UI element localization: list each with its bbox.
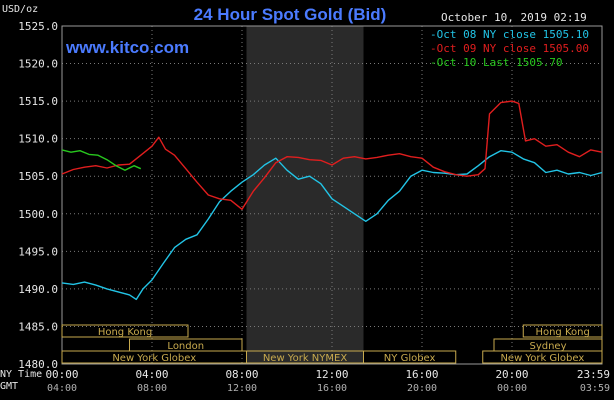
legend-label-oct10: Oct 10 Last 1505.70 [436,56,563,69]
x-tick-label-ny: 12:00 [315,368,348,381]
session-label: Hong Kong [535,327,589,338]
legend-entry-oct09: -Oct 09 NY close 1505.00 [430,42,589,56]
legend-marker-oct09: - [430,42,437,55]
session-label: London [167,341,204,352]
x-tick-label-gmt: 03:59 [580,383,610,394]
x-tick-label-gmt: 04:00 [47,383,77,394]
y-tick-label: 1520.0 [18,58,58,71]
x-tick-label-gmt: 08:00 [137,383,167,394]
legend-entry-oct10: -Oct 10 Last 1505.70 [430,56,589,70]
x-tick-label-gmt: 00:00 [497,383,527,394]
x-tick-label-gmt: 16:00 [317,383,347,394]
y-tick-label: 1505.0 [18,170,58,183]
session-label: NY Globex [384,353,436,364]
y-tick-label: 1500.0 [18,208,58,221]
x-tick-label-ny: 08:00 [225,368,258,381]
x-tick-label-ny: 20:00 [495,368,528,381]
x-tick-label-gmt: 12:00 [227,383,257,394]
y-tick-label: 1495.0 [18,245,58,258]
session-label: New York NYMEX [263,353,348,364]
legend-marker-oct08: - [430,28,437,41]
gmt-label: GMT [0,381,19,392]
series-line-2 [61,149,142,171]
x-tick-label-gmt: 20:00 [407,383,437,394]
timestamp: October 10, 2019 02:19 [441,11,587,24]
y-tick-label: 1525.0 [18,20,58,33]
x-tick-label-ny: 23:59 [577,368,610,381]
x-tick-label-ny: 16:00 [405,368,438,381]
session-box [522,324,603,338]
session-box [482,350,603,364]
series-line-0 [61,149,603,301]
session-label: Sydney [529,341,566,352]
session-box [363,350,457,364]
y-tick-label: 1485.0 [18,320,58,333]
y-tick-label: 1480.0 [18,358,58,371]
nymex-session-shade [246,26,364,364]
session-box [61,324,189,338]
chart-legend: -Oct 08 NY close 1505.10 -Oct 09 NY clos… [430,28,589,70]
legend-entry-oct08: -Oct 08 NY close 1505.10 [430,28,589,42]
x-tick-label-ny: 04:00 [135,368,168,381]
legend-marker-oct10: - [430,56,437,69]
session-label: New York Globex [500,353,584,364]
y-tick-label: 1510.0 [18,133,58,146]
y-axis-unit-label: USD/oz [2,4,39,15]
chart-title: 24 Hour Spot Gold (Bid) [193,5,387,24]
legend-label-oct08: Oct 08 NY close 1505.10 [436,28,589,41]
website-label: www.kitco.com [66,38,190,57]
legend-label-oct09: Oct 09 NY close 1505.00 [436,42,589,55]
session-label: New York Globex [112,353,196,364]
y-tick-label: 1490.0 [18,283,58,296]
x-tick-label-ny: 00:00 [45,368,78,381]
ny-time-label: NY Time [0,369,43,380]
series-line-1 [61,100,603,211]
y-tick-label: 1515.0 [18,95,58,108]
session-label: Hong Kong [98,327,152,338]
plot-border [61,25,603,365]
